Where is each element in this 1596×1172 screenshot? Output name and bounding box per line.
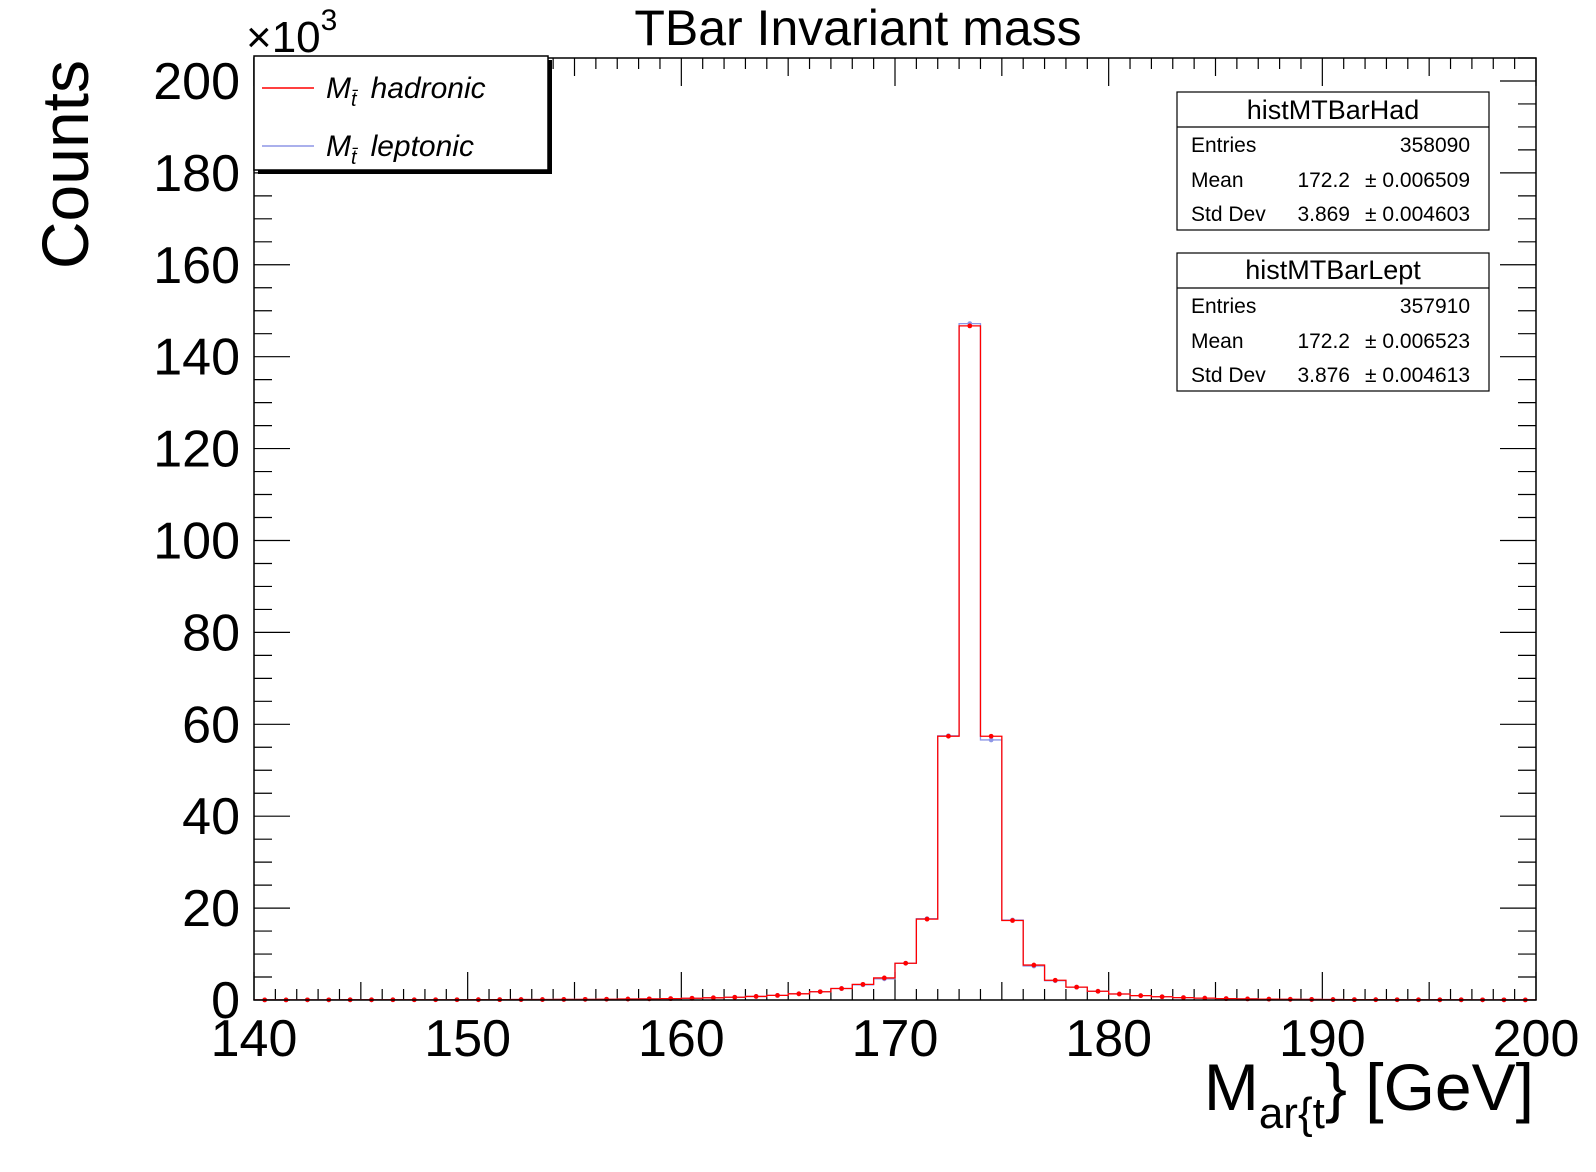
x-tick-label: 200 [1493,1010,1580,1068]
data-point-hadronic [625,996,631,1002]
data-point-hadronic [946,733,951,739]
chart-title: TBar Invariant mass [634,0,1081,56]
x-axis-label-main: M [1204,1050,1259,1124]
stats-had-stddev-error: ± 0.004603 [1365,203,1470,226]
y-tick-label: 40 [182,788,240,846]
data-point-hadronic [903,960,909,966]
legend-label-hadronic: Mt̄ hadronic [326,72,486,111]
data-point-hadronic [1031,962,1037,968]
stats-box-lept-title: histMTBarLept [1245,255,1421,285]
stats-had-entries-label: Entries [1191,134,1256,157]
y-multiplier-exp: 3 [321,4,338,37]
stats-lept-stddev-error: ± 0.004613 [1365,364,1470,387]
stats-box-lept: histMTBarLept Entries 357910 Mean 172.2 … [1176,252,1490,392]
axis-labels: 140 150 160 170 180 190 200 0 20 40 60 80 100 120 140 1… [153,53,1579,1068]
x-tick-label: 180 [1065,1010,1152,1068]
stats-lept-entries-value: 357910 [1400,295,1470,318]
y-tick-label: 80 [182,604,240,662]
legend-name-leptonic: leptonic [371,130,474,163]
stats-box-had-title: histMTBarHad [1247,95,1420,125]
x-tick-label: 170 [852,1010,939,1068]
y-multiplier-base: ×10 [246,13,321,62]
x-tick-label: 150 [424,1010,511,1068]
histogram-step-leptonic [253,322,1537,1001]
data-point-hadronic [1010,918,1015,923]
data-point-hadronic [604,996,609,1002]
data-point-hadronic [710,995,716,1001]
x-axis-label-tail: } [GeV] [1325,1050,1534,1124]
y-tick-label: 0 [211,972,240,1030]
stats-had-stddev-value: 3.869 [1297,203,1350,226]
plot-frame [253,57,1537,1001]
data-point-hadronic [1074,984,1080,990]
histogram-step-hadronic [253,325,1537,1001]
data-point-hadronic [881,975,887,981]
x-tick-label: 190 [1279,1010,1366,1068]
legend-symbol-hadronic: M [326,72,351,105]
stats-box-had: histMTBarHad Entries 358090 Mean 172.2 ±… [1176,91,1490,231]
data-point-hadronic [988,733,994,739]
stats-lept-stddev-label: Std Dev [1191,364,1266,387]
stats-lept-mean-error: ± 0.006523 [1365,330,1470,353]
stats-had-stddev-label: Std Dev [1191,203,1266,226]
y-axis-label: Counts [28,60,102,269]
y-tick-label: 100 [153,512,240,570]
data-point-hadronic [924,916,930,922]
legend: Mt̄ hadronic Mt̄ leptonic [253,55,552,174]
stats-lept-mean-label: Mean [1191,330,1244,353]
x-axis-label: Mar{t} [GeV] [1204,1050,1534,1138]
legend-symbol-leptonic: M [326,130,351,163]
y-tick-label: 160 [153,237,240,295]
stats-had-mean-label: Mean [1191,169,1244,192]
data-point-hadronic [1052,977,1058,983]
stats-had-mean-value: 172.2 [1297,169,1350,192]
x-tick-label: 140 [211,1010,298,1068]
stats-lept-stddev-value: 3.876 [1297,364,1350,387]
data-point-hadronic [967,323,973,329]
x-axis-label-sub: ar{t [1259,1089,1325,1138]
data-point-hadronic [796,991,802,997]
y-tick-label: 200 [153,53,240,111]
legend-sub-hadronic: t̄ [351,89,358,111]
data-point-hadronic [839,986,844,991]
stats-box-had-frame [1176,91,1490,231]
y-tick-label: 20 [182,880,240,938]
data-point-hadronic [1159,994,1165,1000]
data-point-leptonic [988,737,994,743]
legend-sub-leptonic: t̄ [351,147,358,169]
y-tick-label: 120 [153,421,240,479]
legend-box [253,55,549,171]
y-tick-label: 180 [153,145,240,203]
histogram-series [253,321,1537,1003]
y-multiplier: ×103 [246,4,337,62]
stats-had-entries-value: 358090 [1400,134,1470,157]
data-point-hadronic [860,981,866,987]
data-point-hadronic [817,989,823,995]
legend-name-hadronic: hadronic [371,72,486,105]
data-point-hadronic [732,994,738,1000]
data-point-hadronic [1266,996,1272,1002]
data-point-hadronic [1181,995,1186,1001]
data-point-hadronic [1095,988,1101,994]
y-tick-label: 140 [153,329,240,387]
data-point-hadronic [1138,993,1144,999]
legend-label-leptonic: Mt̄ leptonic [326,130,474,169]
stats-lept-entries-label: Entries [1191,295,1256,318]
stats-lept-mean-value: 172.2 [1297,330,1350,353]
x-tick-label: 160 [638,1010,725,1068]
stats-had-mean-error: ± 0.006509 [1365,169,1470,192]
data-point-hadronic [775,993,780,998]
stats-box-lept-frame [1176,252,1490,392]
data-point-hadronic [753,994,759,999]
y-tick-label: 60 [182,696,240,754]
data-point-hadronic [1116,991,1122,997]
